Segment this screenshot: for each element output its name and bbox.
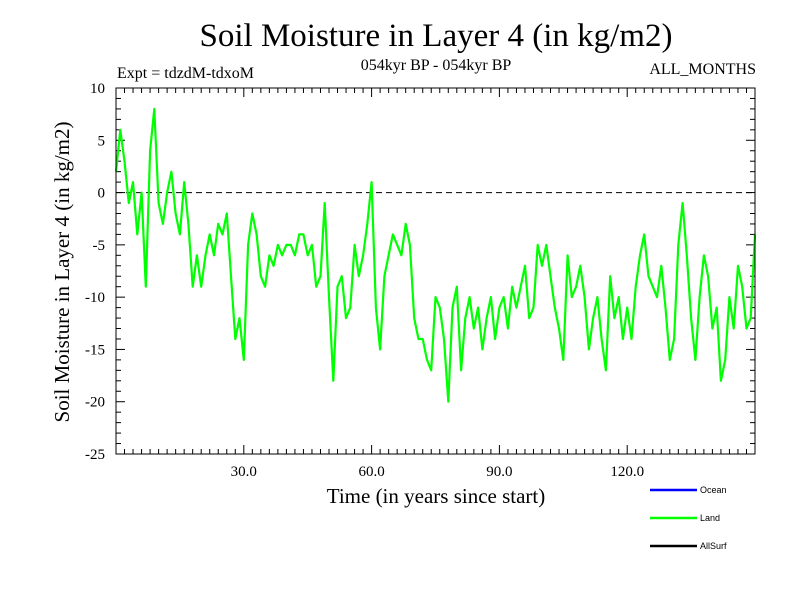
y-tick-label: -15 bbox=[85, 342, 105, 358]
experiment-label: Expt = tdzdM-tdxoM bbox=[117, 65, 254, 82]
legend-land-label: Land bbox=[700, 513, 720, 523]
series-land-line bbox=[114, 107, 757, 403]
y-tick-label: 0 bbox=[98, 186, 106, 202]
y-axis-label: Soil Moisture in Layer 4 (in kg/m2) bbox=[50, 122, 74, 423]
x-tick-labels: 30.0 60.0 90.0 120.0 bbox=[231, 464, 644, 480]
x-tick-label: 60.0 bbox=[358, 464, 384, 480]
period-label: 054kyr BP - 054kyr BP bbox=[361, 57, 512, 74]
legend: Ocean Land AllSurf bbox=[650, 485, 727, 551]
legend-allsurf-label: AllSurf bbox=[700, 541, 727, 551]
y-tick-label: 5 bbox=[98, 133, 106, 149]
plot-frame bbox=[115, 87, 756, 455]
y-tick-label: -5 bbox=[93, 238, 106, 254]
x-tick-label: 90.0 bbox=[486, 464, 512, 480]
tick-group bbox=[116, 88, 755, 454]
months-label: ALL_MONTHS bbox=[649, 61, 756, 78]
y-tick-label: 10 bbox=[90, 81, 105, 97]
y-tick-labels: -25 -20 -15 -10 -5 0 5 10 bbox=[85, 81, 105, 463]
x-tick-label: 30.0 bbox=[231, 464, 257, 480]
y-tick-label: -10 bbox=[85, 290, 105, 306]
y-tick-label: -25 bbox=[85, 447, 105, 463]
legend-ocean-label: Ocean bbox=[700, 485, 727, 495]
series-group bbox=[114, 107, 757, 403]
y-tick-label: -20 bbox=[85, 395, 105, 411]
x-tick-label: 120.0 bbox=[610, 464, 644, 480]
x-axis-label: Time (in years since start) bbox=[327, 484, 546, 508]
chart-title: Soil Moisture in Layer 4 (in kg/m2) bbox=[200, 18, 673, 54]
